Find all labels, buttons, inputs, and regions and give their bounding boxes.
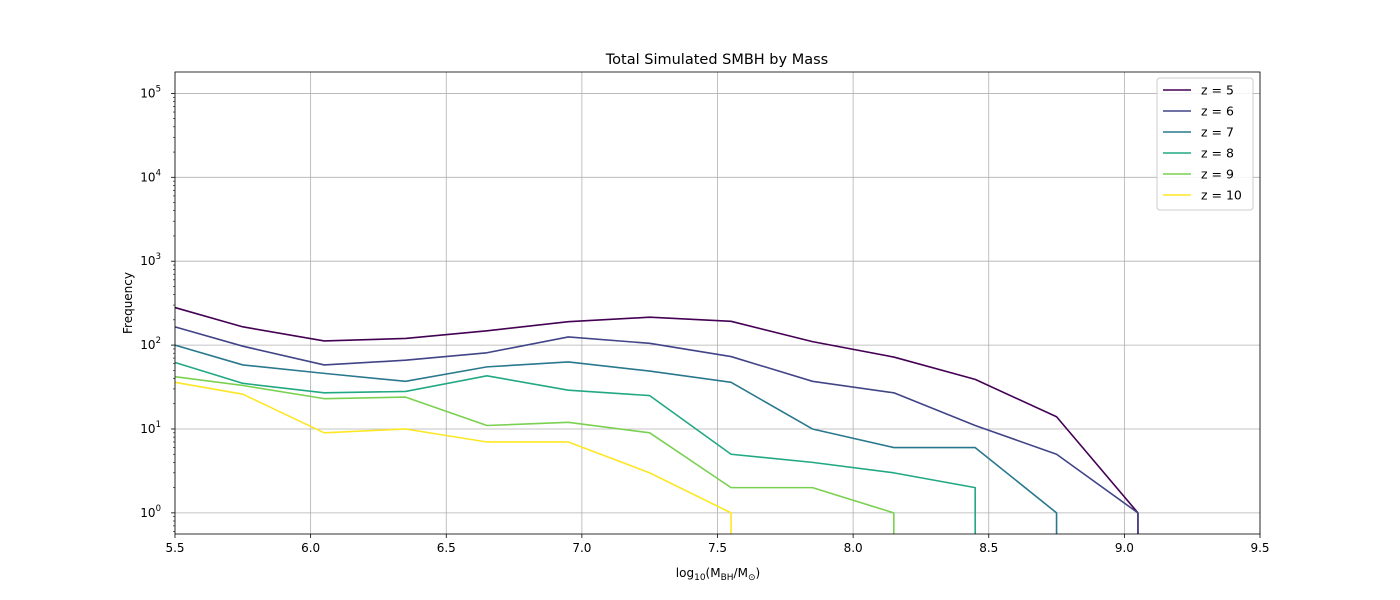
legend-label: z = 9 [1201,167,1234,182]
x-tick-label: 9.5 [1250,541,1269,555]
grid [174,72,1261,534]
legend-label: z = 8 [1201,146,1234,161]
y-tick-label: 102 [140,336,161,352]
x-tick-label: 6.5 [437,541,456,555]
y-axis-label: Frequency [121,272,135,334]
series-line-1 [174,326,1139,534]
x-axis-ticks: 5.5 6.0 6.5 7.0 7.5 8.0 8.5 9.0 9.5 [165,534,1270,555]
y-tick-label: 103 [140,252,161,268]
legend-label: z = 6 [1201,104,1234,119]
y-tick-label: 104 [140,168,161,184]
x-tick-label: 8.0 [844,541,863,555]
legend: z = 5 z = 6 z = 7 z = 8 z = 9 z = 10 [1156,77,1254,211]
legend-label: z = 10 [1201,188,1242,203]
chart-title: Total Simulated SMBH by Mass [605,52,828,68]
y-tick-label: 101 [140,420,161,436]
series-line-5 [174,381,732,534]
x-tick-label: 6.0 [301,541,320,555]
series-line-0 [174,306,1139,534]
x-tick-label: 7.0 [572,541,591,555]
y-tick-label: 100 [140,504,161,520]
x-tick-label: 8.5 [979,541,998,555]
series-line-3 [174,361,976,534]
series-lines [174,306,1139,534]
x-axis-label: log10(MBH/M⊙) [676,566,760,583]
series-line-4 [174,375,895,534]
x-tick-label: 9.0 [1115,541,1134,555]
series-line-2 [174,344,1058,534]
x-tick-label: 5.5 [165,541,184,555]
legend-label: z = 7 [1201,125,1234,140]
y-axis-ticks: 100 101 102 103 104 105 [140,84,175,532]
y-tick-label: 105 [140,84,161,100]
x-tick-label: 7.5 [708,541,727,555]
legend-label: z = 5 [1201,83,1234,98]
